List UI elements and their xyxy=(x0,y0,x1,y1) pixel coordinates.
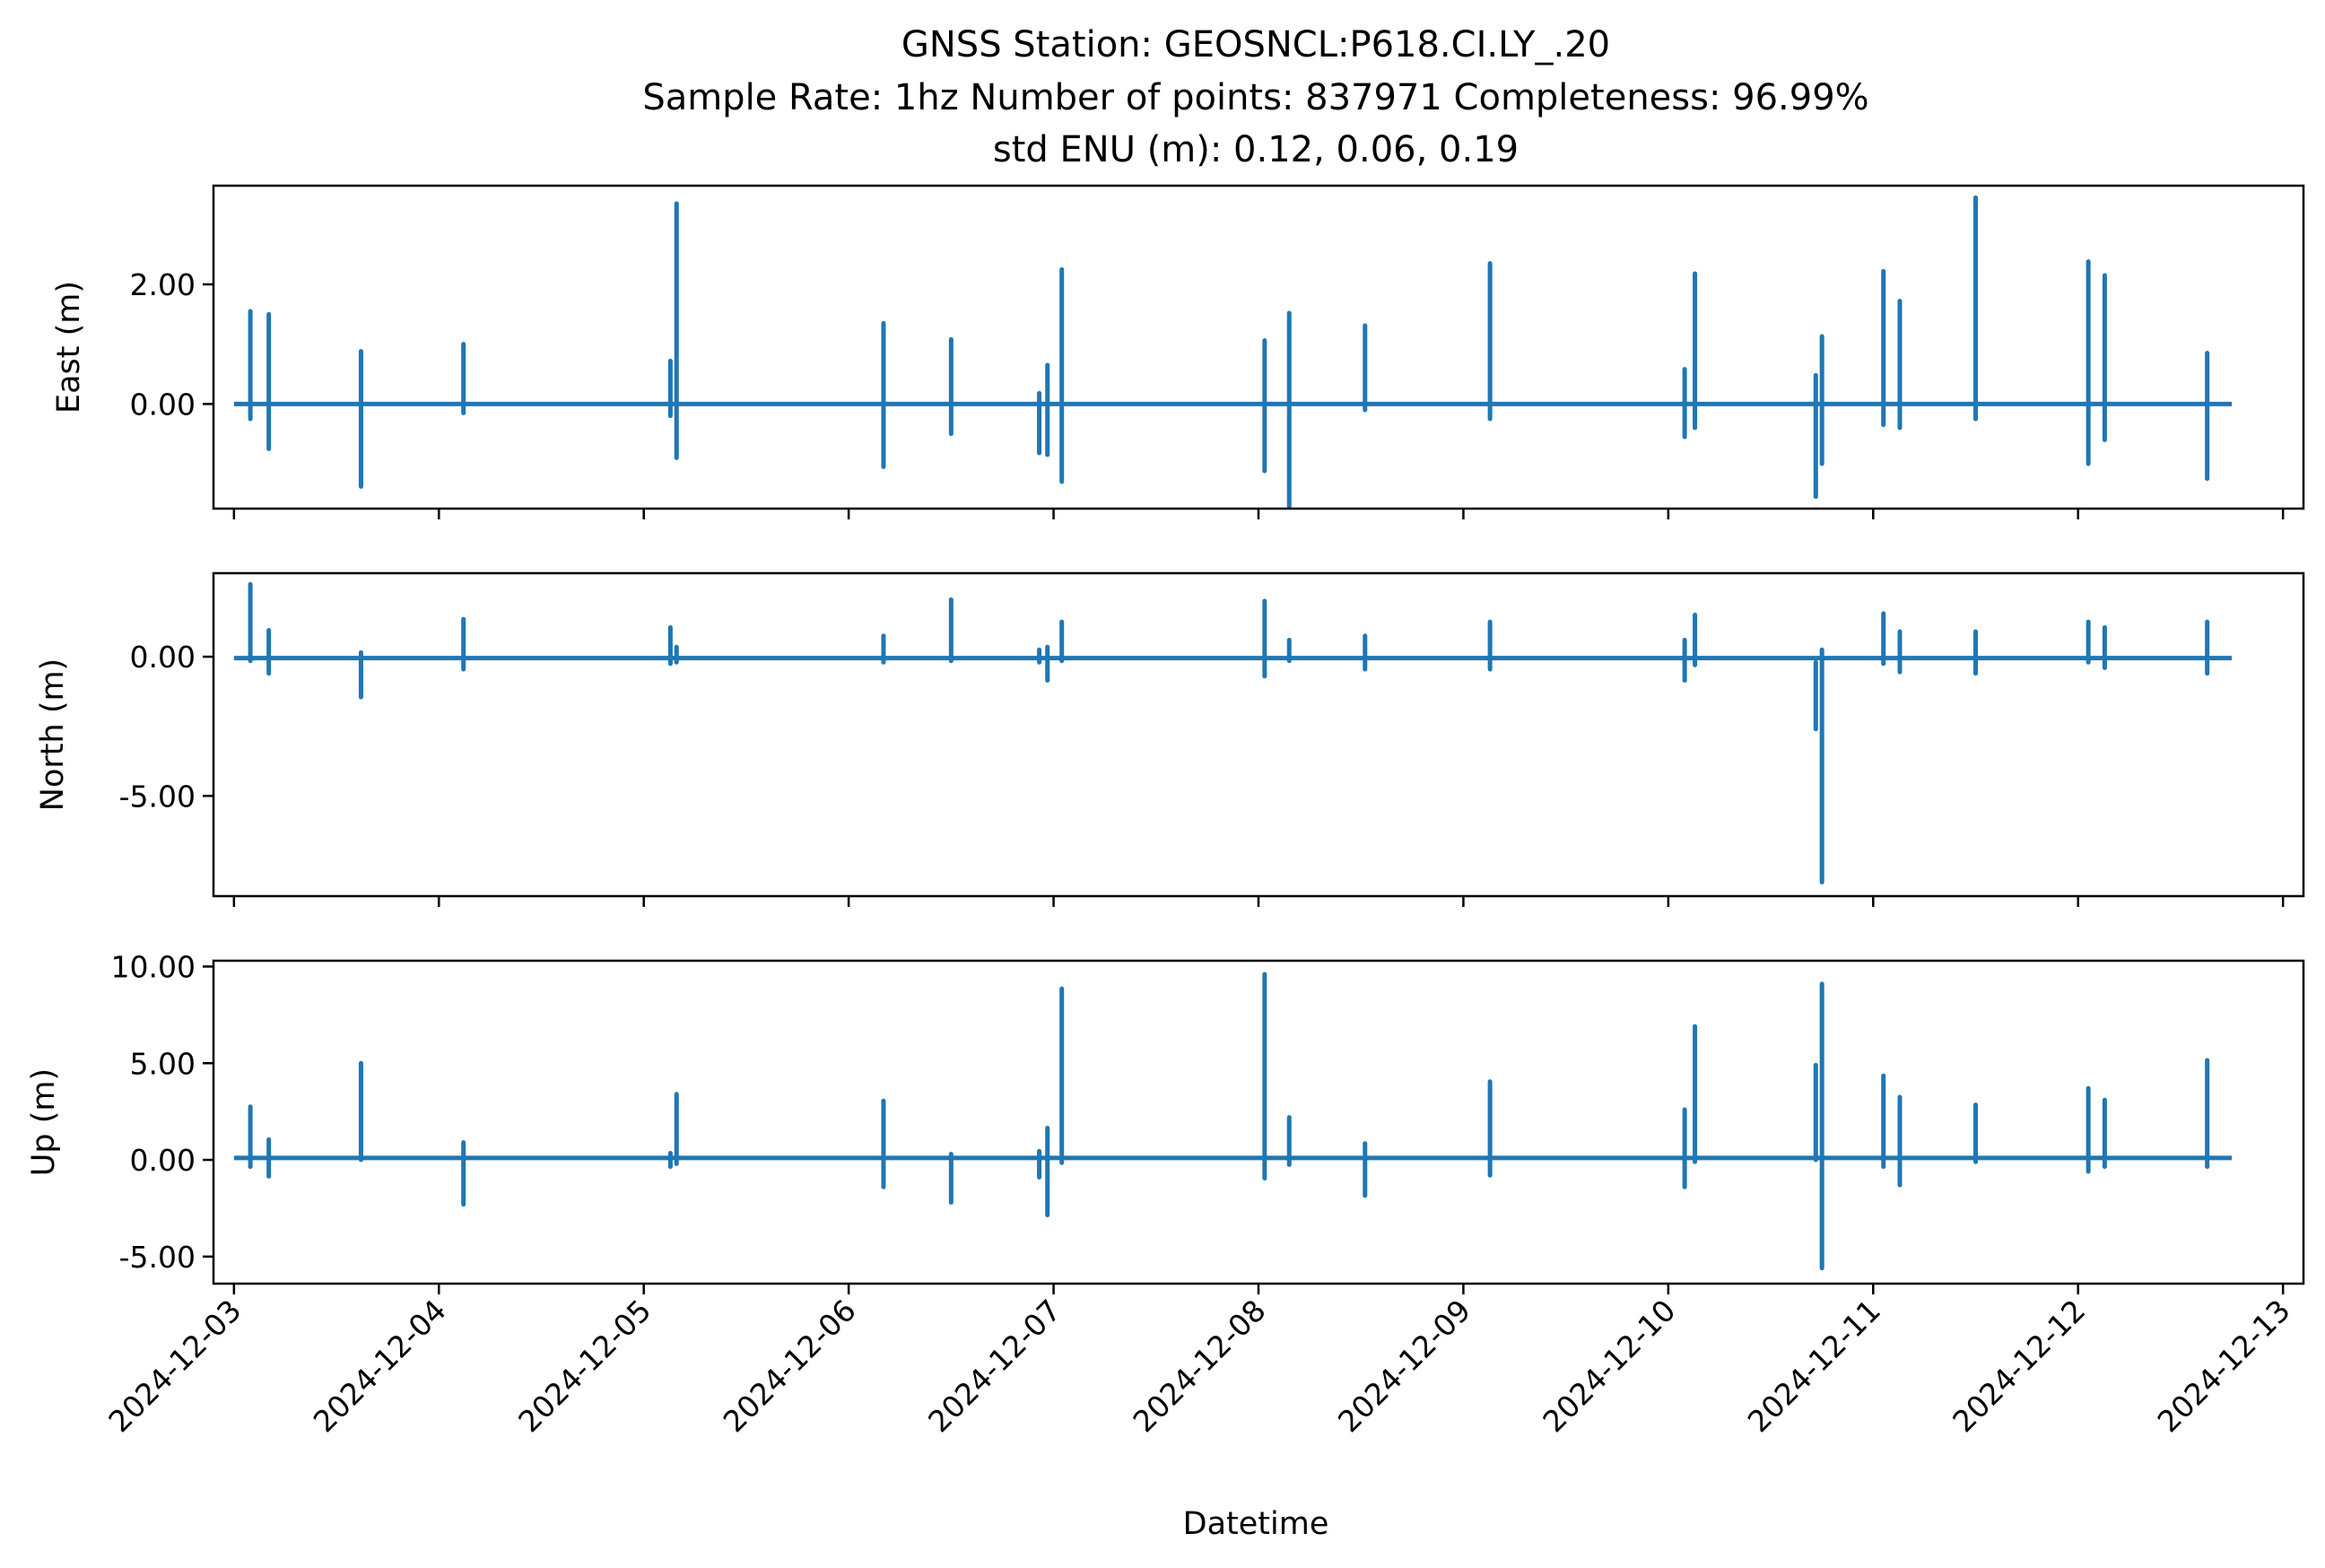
ytick-label-east-0: 0.00 xyxy=(130,387,196,422)
ytick-label-up-0: -5.00 xyxy=(119,1240,196,1275)
ytick-label-up-2: 5.00 xyxy=(130,1046,196,1081)
title-line-3: std ENU (m): 0.12, 0.06, 0.19 xyxy=(993,129,1519,170)
chart-title: GNSS Station: GEOSNCL:P618.CI.LY_.20 Sam… xyxy=(642,24,1868,170)
ylabel-north: North (m) xyxy=(35,658,71,811)
ytick-label-north-0: 0.00 xyxy=(130,640,196,675)
title-line-2: Sample Rate: 1hz Number of points: 83797… xyxy=(642,77,1868,118)
ytick-label-up-3: 10.00 xyxy=(111,949,196,984)
panel-north: 0.00 -5.00 North (m) xyxy=(35,571,2305,907)
ytick-label-east-1: 2.00 xyxy=(130,267,196,302)
panel-east: 0.00 2.00 East (m) xyxy=(51,184,2305,519)
ylabel-east: East (m) xyxy=(51,281,87,414)
ytick-label-north-1: -5.00 xyxy=(119,779,196,814)
ytick-label-up-1: 0.00 xyxy=(130,1143,196,1178)
title-line-1: GNSS Station: GEOSNCL:P618.CI.LY_.20 xyxy=(901,24,1610,65)
ylabel-up: Up (m) xyxy=(26,1068,62,1176)
xlabel: Datetime xyxy=(1183,1506,1329,1542)
